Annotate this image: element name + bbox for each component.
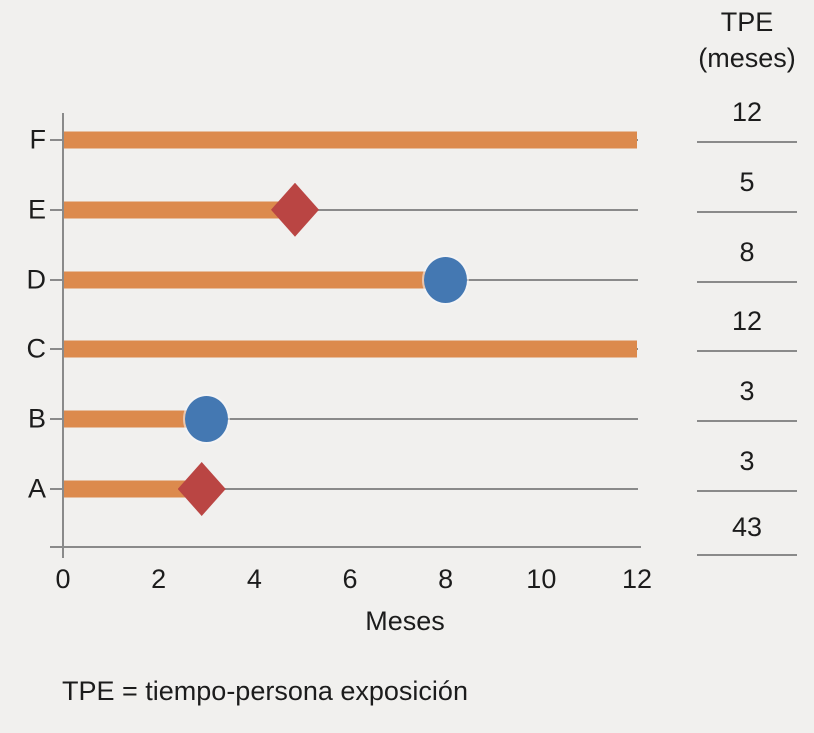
tpe-row-underline bbox=[697, 350, 797, 353]
tpe-value-D: 8 bbox=[739, 236, 755, 267]
category-label-F: F bbox=[29, 124, 47, 155]
tpe-row-underline bbox=[697, 280, 797, 283]
exposure-bar-E bbox=[63, 201, 293, 219]
tpe-row-underline bbox=[697, 420, 797, 423]
category-axis-tick bbox=[50, 139, 63, 141]
x-tick-label: 4 bbox=[246, 564, 262, 594]
tpe-value-E: 5 bbox=[739, 166, 755, 197]
tpe-row-underline bbox=[697, 490, 797, 492]
category-label-C: C bbox=[26, 333, 47, 364]
exposure-bar-A bbox=[63, 480, 197, 498]
x-tick-label: 2 bbox=[151, 564, 167, 594]
event-marker-circle bbox=[185, 396, 228, 443]
footnote: TPE = tiempo-persona exposición bbox=[62, 676, 468, 706]
tpe-column-header: TPE (meses) bbox=[695, 4, 799, 76]
x-tick-label: 6 bbox=[342, 564, 358, 594]
tpe-value-F: 12 bbox=[731, 97, 763, 127]
exposure-bar-F bbox=[63, 131, 637, 149]
x-axis-line bbox=[50, 546, 641, 548]
x-tick-label: 8 bbox=[438, 564, 454, 594]
event-marker-diamond bbox=[177, 462, 226, 516]
tpe-value-C: 12 bbox=[731, 306, 763, 337]
x-tick-label: 12 bbox=[621, 564, 653, 594]
exposure-bar-B bbox=[63, 410, 207, 428]
category-axis-tick bbox=[50, 418, 63, 421]
category-axis-tick bbox=[50, 348, 63, 351]
category-axis-tick bbox=[50, 488, 63, 490]
category-label-D: D bbox=[26, 264, 47, 295]
category-axis-tick bbox=[50, 278, 63, 281]
tpe-row-underline bbox=[697, 141, 797, 143]
row-gridline bbox=[63, 418, 638, 421]
x-tick-label: 10 bbox=[526, 564, 557, 594]
exposure-bar-C bbox=[63, 340, 637, 358]
tpe-header-line2: (meses) bbox=[698, 43, 796, 73]
event-marker-circle bbox=[424, 256, 468, 303]
tpe-row-underline bbox=[697, 210, 797, 213]
tpe-value-A: 3 bbox=[739, 446, 755, 476]
event-marker-diamond bbox=[270, 182, 319, 237]
tpe-total-underline bbox=[697, 554, 797, 556]
row-gridline bbox=[63, 488, 638, 490]
row-gridline bbox=[63, 208, 638, 211]
exposure-bar-D bbox=[63, 271, 446, 289]
category-label-E: E bbox=[27, 194, 46, 225]
category-label-B: B bbox=[27, 403, 46, 434]
y-axis-line bbox=[62, 113, 64, 558]
category-label-A: A bbox=[27, 473, 46, 504]
x-tick-label: 0 bbox=[55, 564, 71, 594]
tpe-header-line1: TPE bbox=[720, 7, 774, 37]
tpe-total-value: 43 bbox=[731, 512, 763, 542]
category-axis-tick bbox=[50, 208, 63, 211]
tpe-value-B: 3 bbox=[739, 376, 755, 407]
x-axis-title: Meses bbox=[365, 606, 445, 636]
